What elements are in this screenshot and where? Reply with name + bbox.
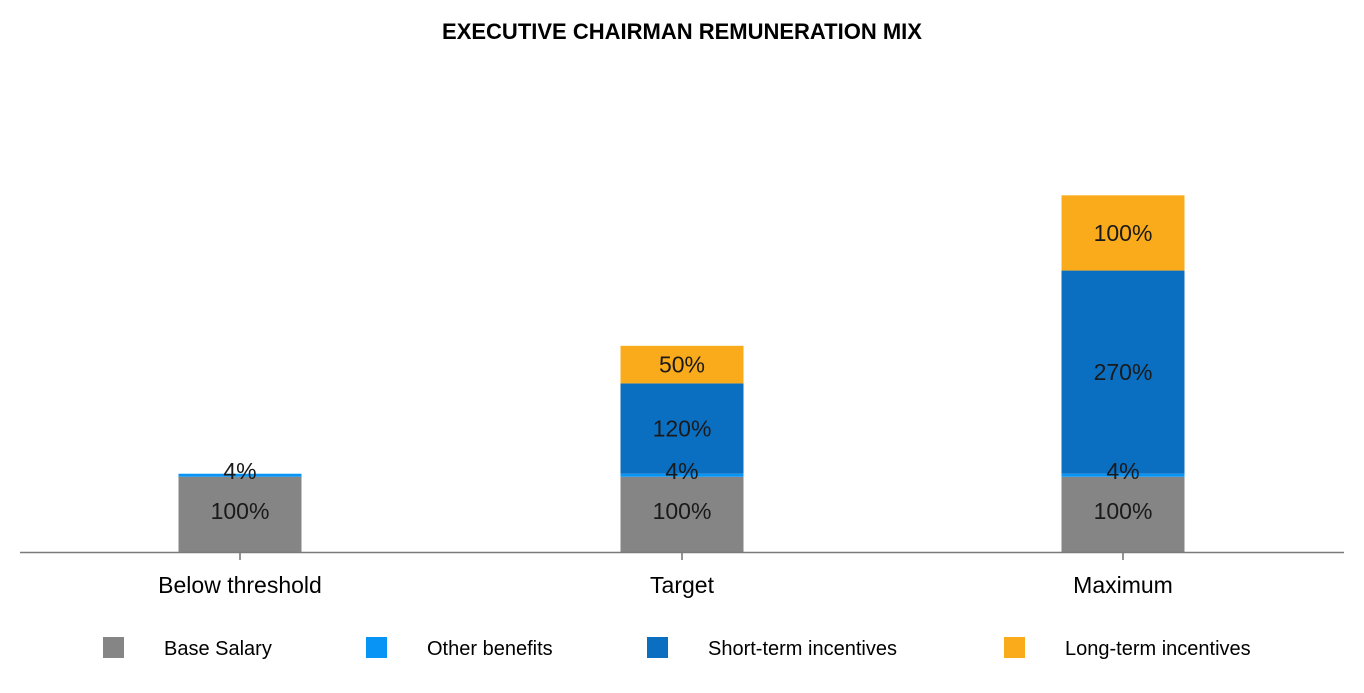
data-label-below-threshold-other-benefits: 4% xyxy=(223,458,256,484)
bar-maximum-long-term-incentives xyxy=(1061,195,1185,271)
legend-label-short-term-incentives: Short-term incentives xyxy=(708,638,897,660)
legend-label-other-benefits: Other benefits xyxy=(427,638,553,660)
data-label-maximum-short-term-incentives: 270% xyxy=(1094,359,1153,385)
bar-maximum-base-salary xyxy=(1061,476,1185,552)
legend-swatch-other-benefits xyxy=(366,637,387,658)
bar-maximum-short-term-incentives xyxy=(1061,270,1185,474)
bar-maximum-other-benefits xyxy=(1061,473,1185,477)
x-tick-label-target: Target xyxy=(650,572,715,598)
legend-swatch-short-term-incentives xyxy=(647,637,668,658)
data-label-target-other-benefits: 4% xyxy=(665,458,698,484)
bars-layer xyxy=(178,195,1185,552)
data-label-below-threshold-base-salary: 100% xyxy=(211,498,270,524)
legend-label-long-term-incentives: Long-term incentives xyxy=(1065,638,1251,660)
legend-swatch-base-salary xyxy=(103,637,124,658)
chart-title: EXECUTIVE CHAIRMAN REMUNERATION MIX xyxy=(442,19,922,44)
data-label-target-base-salary: 100% xyxy=(653,498,712,524)
data-label-maximum-base-salary: 100% xyxy=(1094,498,1153,524)
x-tick-label-below-threshold: Below threshold xyxy=(158,572,322,598)
x-tick-label-maximum: Maximum xyxy=(1073,572,1173,598)
legend-label-base-salary: Base Salary xyxy=(164,638,272,660)
legend-swatch-long-term-incentives xyxy=(1004,637,1025,658)
data-label-maximum-other-benefits: 4% xyxy=(1106,458,1139,484)
data-label-target-short-term-incentives: 120% xyxy=(653,416,712,442)
bar-below-threshold-base-salary xyxy=(178,476,302,552)
data-label-target-long-term-incentives: 50% xyxy=(659,352,705,378)
x-axis: Below threshold Target Maximum xyxy=(20,551,1344,598)
bar-below-threshold-other-benefits xyxy=(178,473,302,477)
data-labels: 100% 4% 100% 4% 120% 50% 100% 4% 270% 100% xyxy=(211,220,1153,524)
legend: Base Salary Other benefits Short-term ince… xyxy=(103,637,1251,660)
data-label-maximum-long-term-incentives: 100% xyxy=(1094,220,1153,246)
bar-target-base-salary xyxy=(620,476,744,552)
bar-target-other-benefits xyxy=(620,473,744,477)
bar-target-long-term-incentives xyxy=(620,345,744,384)
bar-target-short-term-incentives xyxy=(620,383,744,474)
